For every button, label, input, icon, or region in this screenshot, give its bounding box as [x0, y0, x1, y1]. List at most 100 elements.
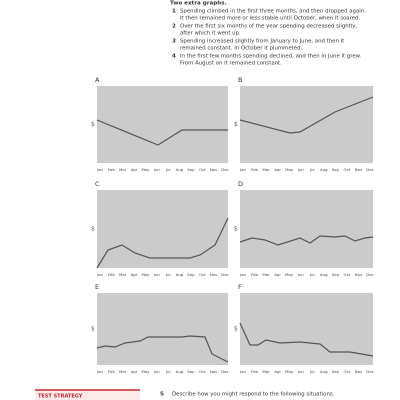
currency-label: $: [91, 226, 95, 233]
month-label: Jul: [165, 167, 171, 172]
month-label: Feb: [108, 369, 115, 374]
month-label: Jun: [297, 167, 305, 172]
graph-area: [240, 190, 373, 268]
currency-label: $: [91, 326, 95, 333]
currency-label: $: [234, 121, 238, 128]
month-label: Dec: [366, 167, 374, 172]
month-label: Jan: [96, 369, 104, 374]
month-label: Oct: [344, 369, 351, 374]
item-number: 3: [172, 39, 176, 45]
month-label: Jul: [309, 167, 315, 172]
month-label: Dec: [221, 272, 229, 277]
month-label: May: [285, 167, 294, 172]
month-label: Sep: [332, 369, 340, 374]
month-label: Mar: [262, 167, 270, 172]
month-label: Jun: [153, 167, 161, 172]
month-label: Jun: [153, 369, 161, 374]
graph-line: [239, 96, 374, 134]
item-number: 4: [172, 54, 176, 60]
graph-label: F: [238, 283, 242, 291]
month-label: Jul: [165, 369, 171, 374]
item-number: 2: [172, 24, 176, 30]
month-label: Oct: [199, 369, 206, 374]
month-label: Jan: [239, 272, 247, 277]
month-label: Feb: [108, 272, 115, 277]
month-label: Mar: [262, 272, 270, 277]
month-label: Dec: [221, 369, 229, 374]
month-label: Apr: [131, 272, 138, 277]
graph-area: [240, 86, 373, 163]
month-label: Dec: [366, 272, 374, 277]
graph-line: [96, 217, 229, 269]
item-text: Spending climbed in the first three mont…: [180, 9, 366, 15]
question-text: Describe how you might respond to the fo…: [172, 392, 335, 398]
graph-label: D: [238, 180, 243, 188]
month-label: Jul: [165, 272, 171, 277]
month-label: Nov: [355, 369, 363, 374]
month-label: Oct: [199, 167, 206, 172]
month-label: Feb: [108, 167, 115, 172]
month-label: Aug: [176, 369, 184, 374]
month-label: Sep: [187, 167, 195, 172]
month-label: Mar: [119, 369, 127, 374]
month-label: Apr: [274, 369, 281, 374]
question-number: 5: [160, 392, 164, 398]
month-label: May: [141, 369, 150, 374]
item-text: From August on it remained constant.: [180, 61, 282, 67]
currency-label: $: [91, 121, 95, 128]
month-label: Oct: [344, 272, 351, 277]
month-label: Sep: [332, 167, 340, 172]
month-label: Nov: [355, 272, 363, 277]
month-label: Jan: [96, 272, 104, 277]
month-label: Apr: [274, 272, 281, 277]
month-label: Aug: [176, 272, 184, 277]
month-label: Feb: [251, 272, 258, 277]
month-label: Jun: [153, 272, 161, 277]
month-label: May: [141, 167, 150, 172]
month-label: Nov: [210, 272, 218, 277]
month-label: Mar: [119, 272, 127, 277]
month-label: Feb: [251, 369, 258, 374]
month-label: Nov: [210, 369, 218, 374]
graph-line: [239, 235, 374, 246]
graph-label: B: [238, 76, 242, 84]
month-label: Mar: [119, 167, 127, 172]
graph-area: [97, 86, 228, 163]
month-label: Jul: [309, 272, 315, 277]
month-label: Jan: [239, 369, 247, 374]
month-label: Sep: [332, 272, 340, 277]
graph-line: [96, 335, 229, 363]
graph-label: A: [95, 76, 100, 84]
item-text: remained constant. In October it plummet…: [180, 46, 303, 52]
month-label: Sep: [187, 272, 195, 277]
item-text: Spending increased slightly from January…: [180, 39, 344, 45]
graph-label: E: [95, 283, 99, 291]
graph-area: [97, 293, 228, 365]
month-label: May: [285, 272, 294, 277]
month-label: Apr: [131, 167, 138, 172]
month-label: Jan: [239, 167, 247, 172]
month-label: Aug: [320, 369, 328, 374]
strategy-title: TEST STRATEGY: [38, 394, 83, 400]
strategy-box: [35, 390, 140, 400]
month-label: Jun: [297, 369, 305, 374]
section-heading: Two extra graphs.: [170, 1, 227, 7]
item-text: after which it went up.: [180, 31, 241, 37]
item-number: 1: [172, 9, 176, 15]
month-label: Jul: [309, 369, 315, 374]
graph-line: [239, 322, 374, 357]
item-text: Over the first six months of the year sp…: [180, 24, 357, 30]
month-label: Dec: [221, 167, 229, 172]
graph-label: C: [95, 180, 100, 188]
month-label: Apr: [274, 167, 281, 172]
item-text: It then remained more or less stable unt…: [180, 16, 360, 22]
item-text: In the first few months spending decline…: [180, 54, 362, 60]
month-label: Apr: [131, 369, 138, 374]
currency-label: $: [234, 226, 238, 233]
month-label: Feb: [251, 167, 258, 172]
month-label: May: [285, 369, 294, 374]
graph-area: [97, 190, 228, 268]
month-label: Aug: [176, 167, 184, 172]
graph-area: [240, 293, 373, 365]
month-label: Sep: [187, 369, 195, 374]
